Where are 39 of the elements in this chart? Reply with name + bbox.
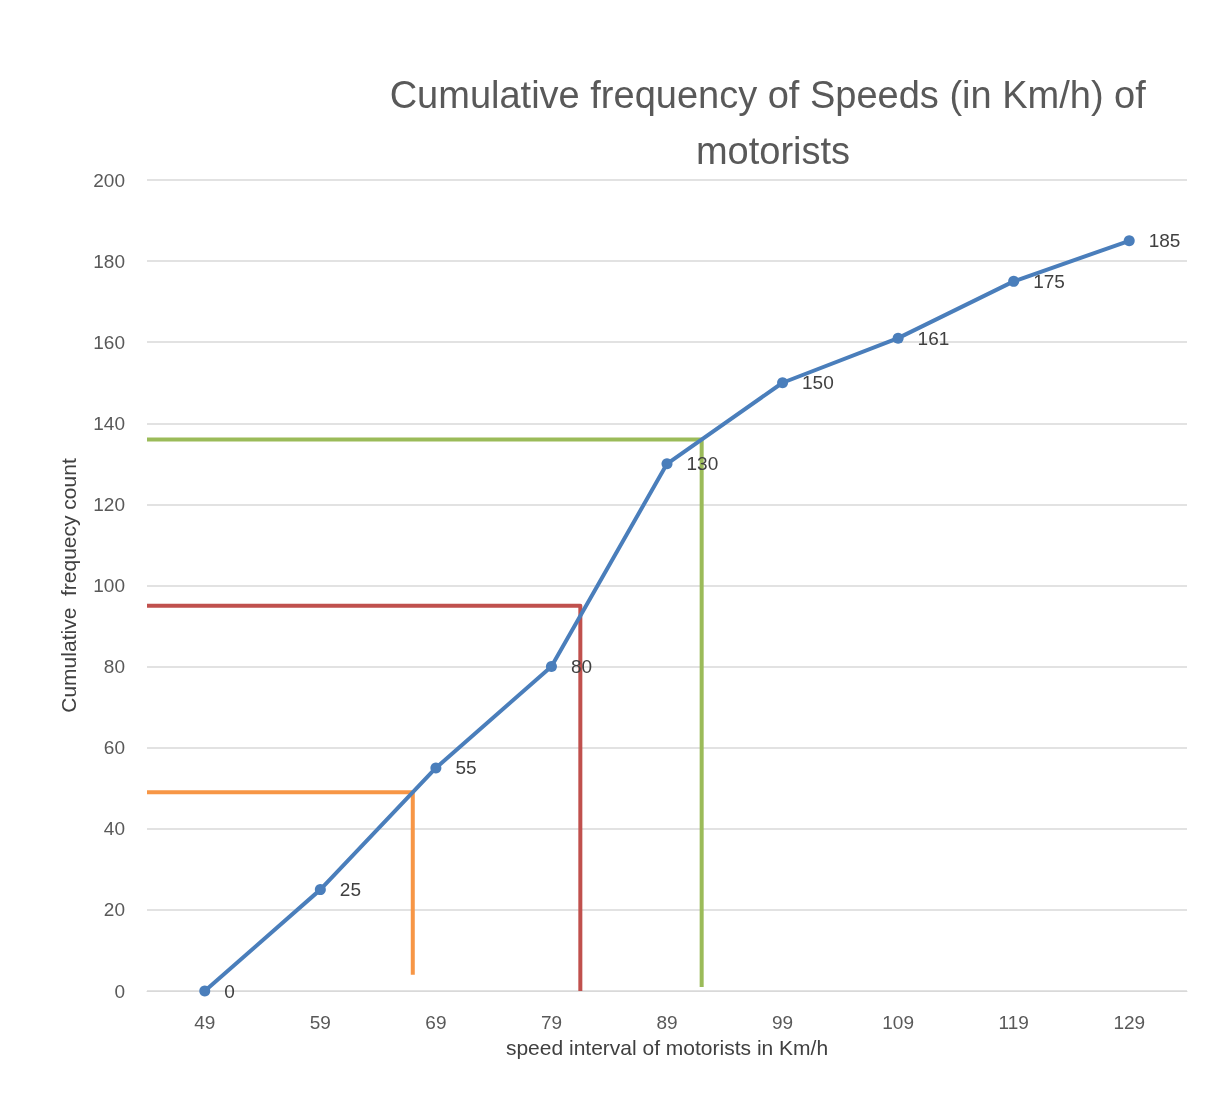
- y-tick-label: 160: [93, 331, 125, 353]
- x-tick-label: 89: [656, 1012, 678, 1033]
- y-tick-label: 60: [103, 737, 125, 759]
- y-tick-label: 180: [93, 250, 125, 272]
- y-tick-label: 80: [103, 656, 125, 678]
- y-axis-title: Cumulative frequecy count: [57, 458, 80, 713]
- data-label: 150: [802, 372, 834, 394]
- point: [1123, 235, 1135, 247]
- point: [661, 458, 673, 470]
- point: [199, 985, 211, 997]
- data-label: 55: [455, 757, 477, 779]
- y-tick-label: 0: [114, 980, 125, 1002]
- y-tick-label: 40: [103, 818, 125, 840]
- y-tick-label: 100: [93, 575, 125, 596]
- chart-title: Cumulative frequency of Speeds (in Km/h) of motorists: [389, 74, 1157, 172]
- y-tick-label: 120: [93, 493, 125, 515]
- point: [314, 884, 326, 896]
- point: [777, 377, 789, 389]
- x-tick-label: 109: [882, 1012, 914, 1033]
- x-tick-label: 129: [1113, 1012, 1146, 1033]
- x-axis-title: speed interval of motorists in Km/h: [505, 1035, 829, 1059]
- x-tick-label: 49: [194, 1012, 216, 1033]
- x-tick-label: 69: [425, 1012, 447, 1033]
- y-tick-label: 200: [93, 169, 125, 191]
- point: [430, 762, 442, 774]
- data-label: 25: [339, 879, 361, 901]
- x-tick-label: 119: [998, 1012, 1029, 1033]
- y-tick-label: 140: [93, 412, 125, 434]
- point: [545, 661, 557, 673]
- data-label: 175: [1033, 270, 1065, 292]
- point: [892, 332, 904, 344]
- data-label: 185: [1148, 230, 1181, 252]
- y-tick-label: 20: [103, 899, 125, 921]
- x-tick-label: 59: [309, 1012, 331, 1033]
- point: [1008, 275, 1020, 287]
- x-tick-label: 99: [771, 1012, 794, 1033]
- data-label: 0: [224, 980, 235, 1002]
- data-label: 161: [917, 327, 950, 349]
- x-tick-label: 79: [540, 1012, 563, 1033]
